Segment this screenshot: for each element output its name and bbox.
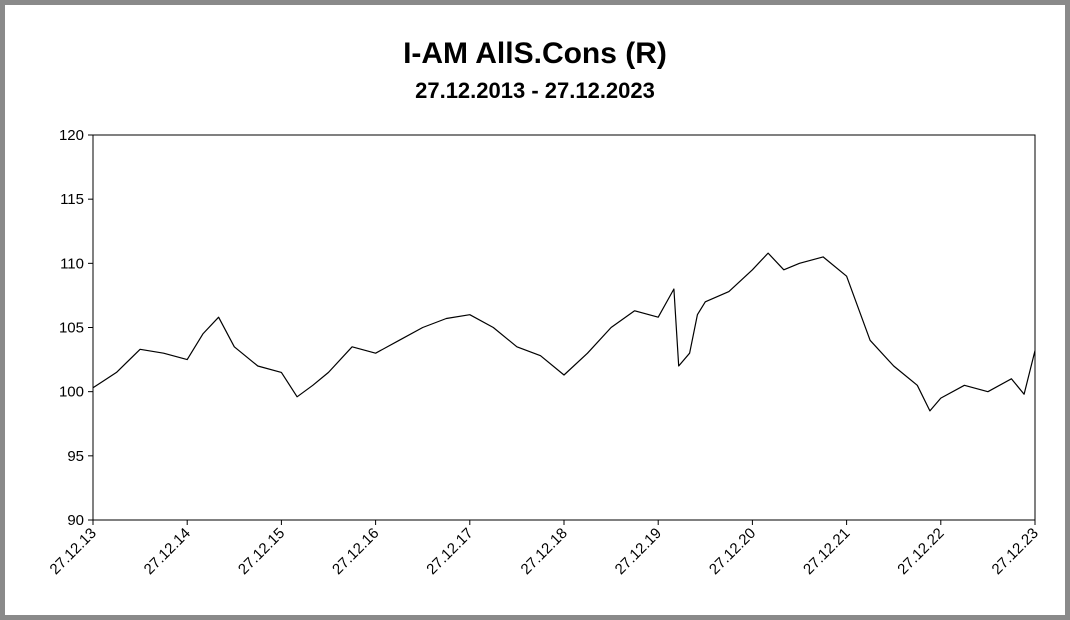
chart-subtitle: 27.12.2013 - 27.12.2023: [415, 78, 655, 103]
x-tick-label: 27.12.16: [329, 525, 382, 578]
x-tick-label: 27.12.17: [423, 525, 476, 578]
x-tick-label: 27.12.23: [989, 525, 1042, 578]
x-tick-label: 27.12.18: [518, 525, 571, 578]
chart: I-AM AllS.Cons (R) 27.12.2013 - 27.12.20…: [47, 37, 1042, 578]
y-tick-label: 95: [67, 448, 84, 465]
x-tick-label: 27.12.21: [800, 525, 853, 578]
y-tick-label: 105: [59, 320, 84, 337]
chart-title: I-AM AllS.Cons (R): [403, 37, 667, 70]
y-tick-label: 110: [60, 255, 84, 272]
y-tick-label: 90: [67, 512, 84, 529]
data-line: [92, 252, 1036, 412]
x-tick-label: 27.12.19: [612, 525, 665, 578]
y-tick-label: 115: [60, 191, 84, 208]
x-tick-label: 27.12.22: [894, 525, 947, 578]
y-tick-label: 120: [59, 127, 84, 144]
x-tick-label: 27.12.15: [235, 525, 288, 578]
x-tick-label: 27.12.14: [141, 525, 194, 578]
plot-area: [92, 134, 1036, 521]
x-tick-label: 27.12.20: [706, 525, 759, 578]
x-tick-label: 27.12.13: [47, 525, 100, 578]
y-tick-label: 100: [59, 384, 84, 401]
